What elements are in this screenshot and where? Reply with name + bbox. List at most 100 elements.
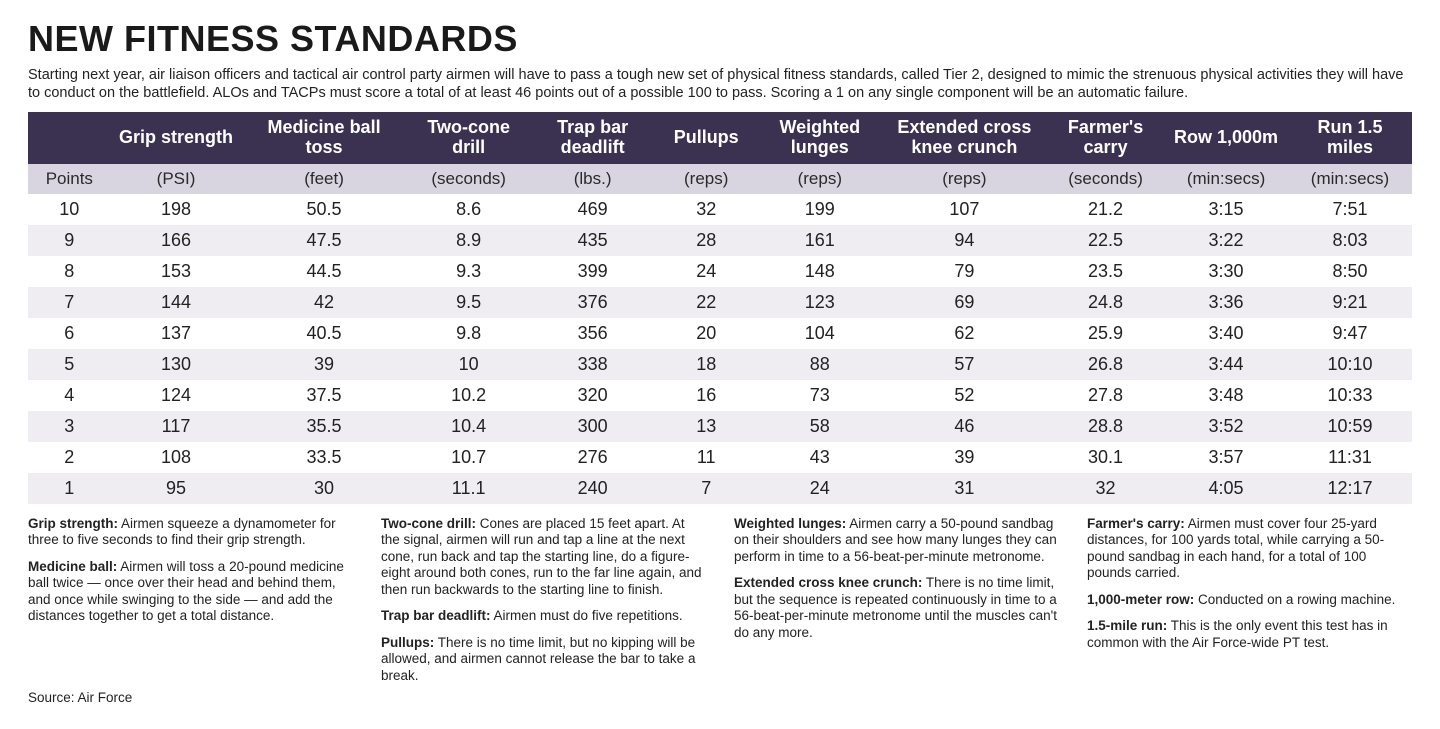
cell-value: 9.5 [407,287,531,318]
description-label: 1,000-meter row: [1087,592,1194,607]
source-line: Source: Air Force [28,690,1412,705]
cell-points: 5 [28,349,111,380]
description-label: Two-cone drill: [381,516,476,531]
cell-value: 435 [531,225,655,256]
cell-value: 35.5 [241,411,406,442]
cell-value: 27.8 [1047,380,1164,411]
cell-value: 37.5 [241,380,406,411]
cell-value: 124 [111,380,242,411]
cell-value: 148 [758,256,882,287]
description-label: Trap bar deadlift: [381,608,491,623]
cell-value: 3:40 [1164,318,1288,349]
description-label: Medicine ball: [28,559,117,574]
cell-value: 42 [241,287,406,318]
cell-value: 47.5 [241,225,406,256]
units-run: (min:secs) [1288,164,1412,194]
table-row: 210833.510.727611433930.13:5711:31 [28,442,1412,473]
table-row: 1953011.124072431324:0512:17 [28,473,1412,504]
units-eck: (reps) [882,164,1047,194]
units-two: (seconds) [407,164,531,194]
cell-value: 3:57 [1164,442,1288,473]
cell-value: 9.8 [407,318,531,349]
descriptions: Grip strength: Airmen squeeze a dynamome… [28,516,1412,684]
cell-value: 39 [882,442,1047,473]
cell-value: 9.3 [407,256,531,287]
col-two: Two-cone drill [407,112,531,164]
cell-value: 3:30 [1164,256,1288,287]
cell-value: 22 [655,287,758,318]
description-item: Weighted lunges: Airmen carry a 50-pound… [734,516,1059,565]
cell-value: 40.5 [241,318,406,349]
cell-value: 58 [758,411,882,442]
cell-value: 62 [882,318,1047,349]
cell-value: 46 [882,411,1047,442]
col-med: Medicine ball toss [241,112,406,164]
cell-value: 79 [882,256,1047,287]
cell-value: 10 [407,349,531,380]
cell-value: 73 [758,380,882,411]
cell-value: 24 [758,473,882,504]
col-trap: Trap bar deadlift [531,112,655,164]
cell-points: 10 [28,194,111,225]
cell-value: 107 [882,194,1047,225]
cell-value: 18 [655,349,758,380]
cell-points: 7 [28,287,111,318]
col-fc: Farmer's carry [1047,112,1164,164]
cell-value: 32 [655,194,758,225]
cell-value: 153 [111,256,242,287]
cell-value: 28 [655,225,758,256]
cell-value: 4:05 [1164,473,1288,504]
table-body: 1019850.58.64693219910721.23:157:5191664… [28,194,1412,504]
cell-value: 276 [531,442,655,473]
description-label: Weighted lunges: [734,516,846,531]
cell-points: 6 [28,318,111,349]
cell-value: 25.9 [1047,318,1164,349]
cell-value: 10.4 [407,411,531,442]
description-item: Pullups: There is no time limit, but no … [381,635,706,684]
cell-value: 3:22 [1164,225,1288,256]
intro-text: Starting next year, air liaison officers… [28,66,1408,102]
table-row: 815344.59.3399241487923.53:308:50 [28,256,1412,287]
description-label: Extended cross knee crunch: [734,575,922,590]
cell-value: 52 [882,380,1047,411]
cell-value: 8:03 [1288,225,1412,256]
cell-value: 7 [655,473,758,504]
table-row: 1019850.58.64693219910721.23:157:51 [28,194,1412,225]
table-row: 5130391033818885726.83:4410:10 [28,349,1412,380]
cell-value: 117 [111,411,242,442]
table-header-row: Grip strength Medicine ball toss Two-con… [28,112,1412,164]
cell-value: 8.9 [407,225,531,256]
cell-value: 69 [882,287,1047,318]
cell-points: 2 [28,442,111,473]
table-row: 412437.510.232016735227.83:4810:33 [28,380,1412,411]
cell-value: 57 [882,349,1047,380]
cell-value: 123 [758,287,882,318]
units-fc: (seconds) [1047,164,1164,194]
cell-value: 300 [531,411,655,442]
cell-value: 3:48 [1164,380,1288,411]
description-label: 1.5-mile run: [1087,618,1167,633]
cell-value: 23.5 [1047,256,1164,287]
cell-value: 7:51 [1288,194,1412,225]
header-blank [28,112,111,164]
cell-points: 9 [28,225,111,256]
cell-value: 338 [531,349,655,380]
cell-value: 356 [531,318,655,349]
cell-value: 10.7 [407,442,531,473]
units-wl: (reps) [758,164,882,194]
cell-value: 9:21 [1288,287,1412,318]
table-row: 311735.510.430013584628.83:5210:59 [28,411,1412,442]
cell-value: 3:36 [1164,287,1288,318]
description-item: Extended cross knee crunch: There is no … [734,575,1059,641]
cell-value: 137 [111,318,242,349]
cell-value: 11 [655,442,758,473]
cell-value: 11:31 [1288,442,1412,473]
units-pull: (reps) [655,164,758,194]
col-pull: Pullups [655,112,758,164]
units-row: (min:secs) [1164,164,1288,194]
cell-value: 161 [758,225,882,256]
cell-value: 166 [111,225,242,256]
description-item: Grip strength: Airmen squeeze a dynamome… [28,516,353,549]
cell-value: 130 [111,349,242,380]
col-wl: Weighted lunges [758,112,882,164]
